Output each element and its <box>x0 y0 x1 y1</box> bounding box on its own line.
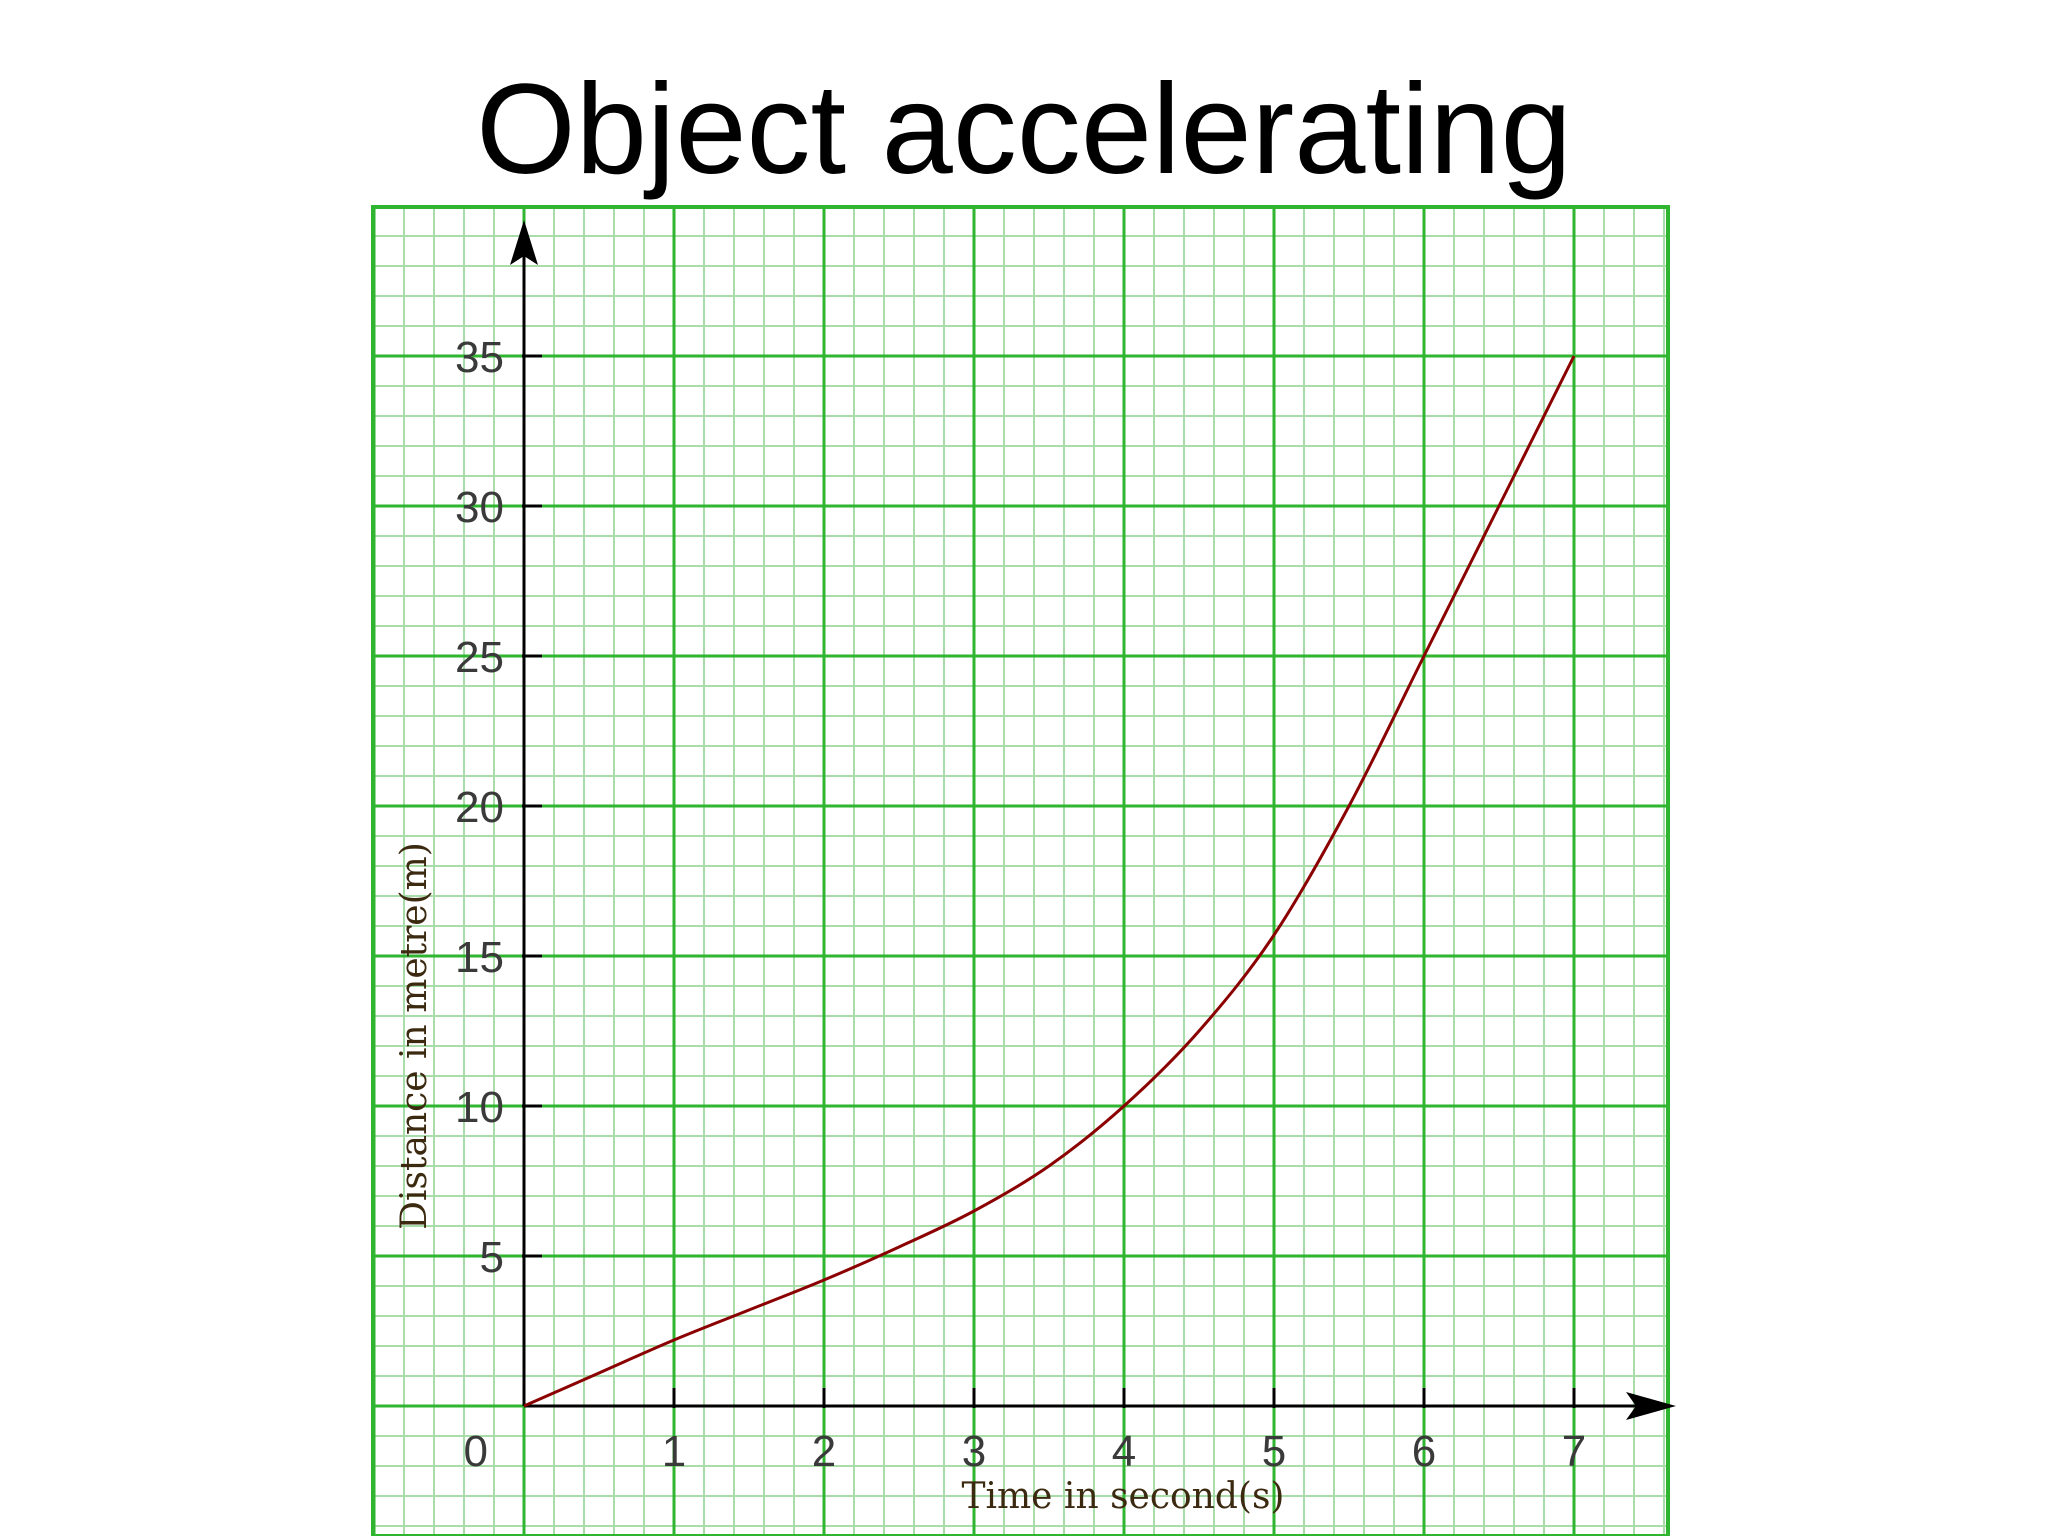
axes <box>510 220 1676 1420</box>
ticks: 1 2 3 4 5 6 7 5 10 15 20 25 30 35 <box>455 333 1586 1476</box>
y-tick-label: 30 <box>455 483 504 532</box>
y-tick-label: 25 <box>455 633 504 682</box>
x-tick-label: 7 <box>1562 1427 1586 1476</box>
x-axis-title: Time in second(s) <box>962 1476 1285 1517</box>
y-axis-title: Distance in metre(m) <box>394 842 435 1230</box>
y-tick-label: 20 <box>455 783 504 832</box>
x-tick-label: 4 <box>1112 1427 1136 1476</box>
x-axis-arrow-icon <box>1626 1392 1676 1420</box>
y-tick-label: 5 <box>480 1233 504 1282</box>
grid <box>372 207 1668 1536</box>
origin-label: 0 <box>464 1427 488 1476</box>
y-tick-label: 10 <box>455 1083 504 1132</box>
x-tick-label: 5 <box>1262 1427 1286 1476</box>
x-tick-label: 1 <box>662 1427 686 1476</box>
plot-border <box>371 205 1670 1536</box>
y-axis-arrow-icon <box>510 220 538 265</box>
x-tick-label: 6 <box>1412 1427 1436 1476</box>
y-tick-label: 35 <box>455 333 504 382</box>
y-tick-label: 15 <box>455 933 504 982</box>
x-tick-label: 2 <box>812 1427 836 1476</box>
x-tick-label: 3 <box>962 1427 986 1476</box>
slide-title: Object accelerating <box>476 58 1572 201</box>
distance-time-curve <box>523 355 1576 1408</box>
